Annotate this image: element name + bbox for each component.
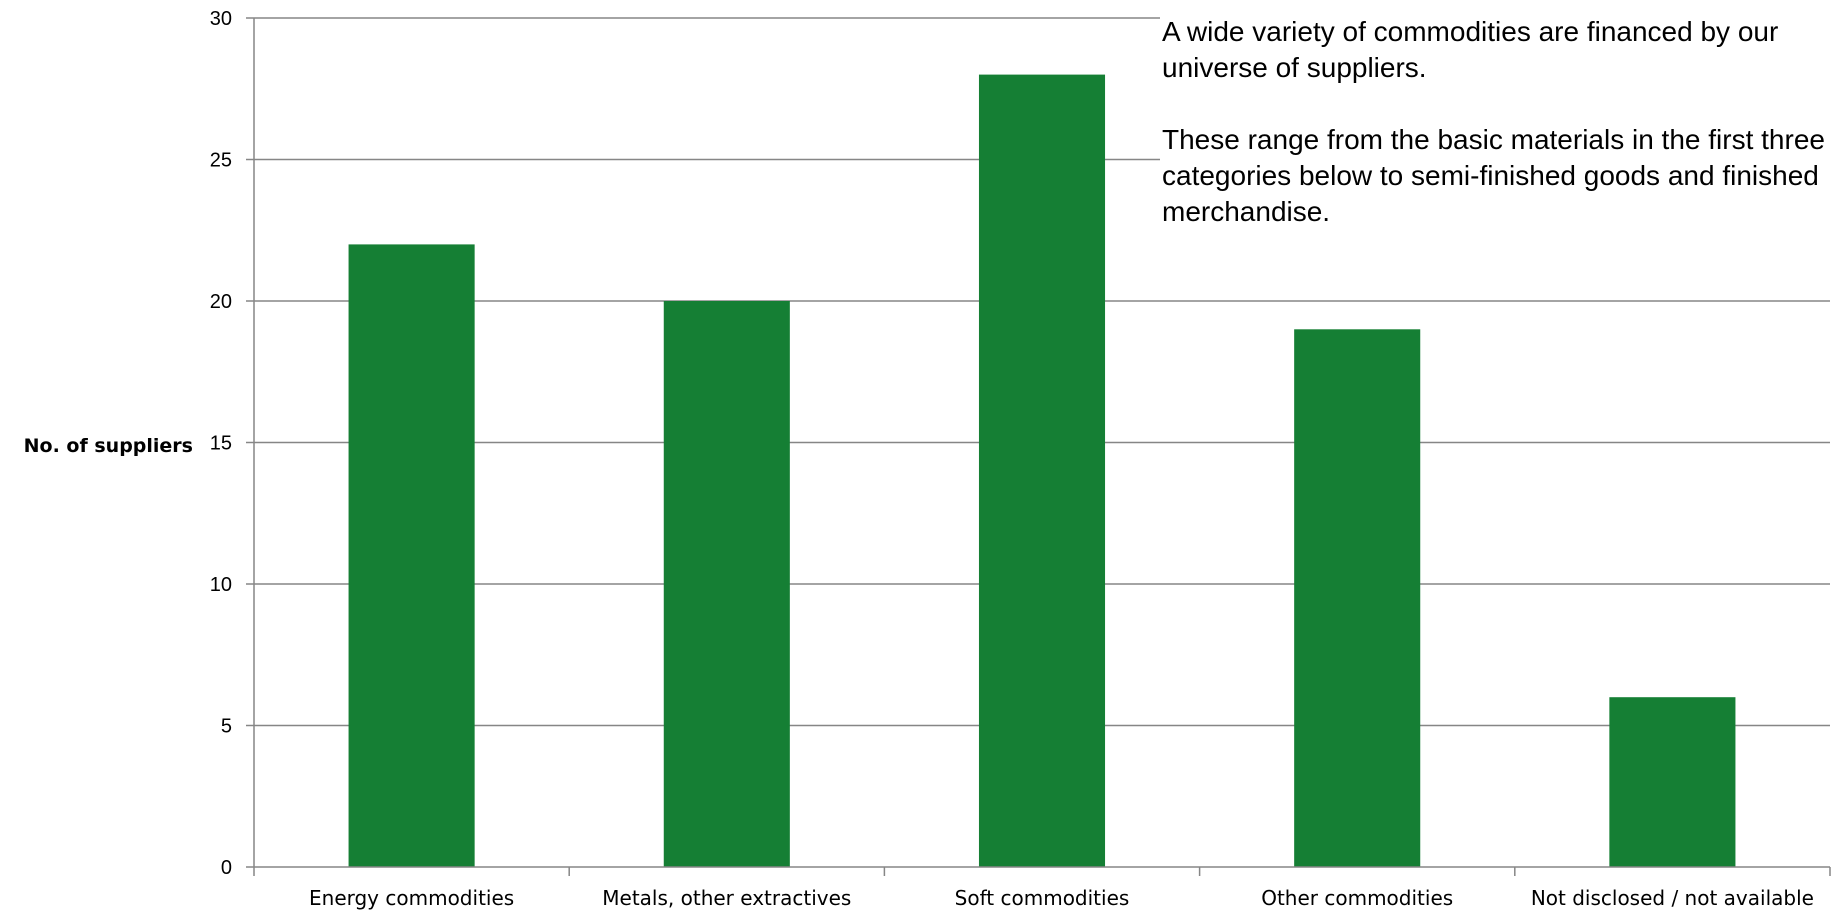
annotation-paragraph-2: These range from the basic materials in … <box>1162 124 1825 227</box>
y-axis-label: No. of suppliers <box>24 435 193 457</box>
y-tick-label: 0 <box>221 857 232 879</box>
y-tick-label: 5 <box>221 716 232 738</box>
x-tick-label: Not disclosed / not available <box>1531 886 1814 910</box>
bar <box>1609 697 1736 867</box>
x-tick-label: Other commodities <box>1261 886 1453 910</box>
x-tick-label: Energy commodities <box>309 886 514 910</box>
annotation-paragraph-1: A wide variety of commodities are financ… <box>1162 16 1779 83</box>
axes: 0 5 10 15 20 25 30 Energy commodities Metals, ot… <box>210 8 1831 910</box>
bar <box>663 301 790 867</box>
y-tick-label: 25 <box>210 150 232 172</box>
y-tick-label: 20 <box>210 291 232 313</box>
x-tick-label: Soft commodities <box>955 886 1130 910</box>
y-tick-label: 15 <box>210 433 232 455</box>
y-tick-label: 30 <box>210 8 232 30</box>
bars <box>348 74 1736 868</box>
bar <box>978 74 1106 868</box>
bar <box>1294 329 1421 867</box>
x-tick-label: Metals, other extractives <box>602 886 851 910</box>
y-tick-label: 10 <box>210 574 232 596</box>
annotation-textbox: A wide variety of commodities are financ… <box>1160 10 1834 238</box>
bar <box>348 244 475 867</box>
